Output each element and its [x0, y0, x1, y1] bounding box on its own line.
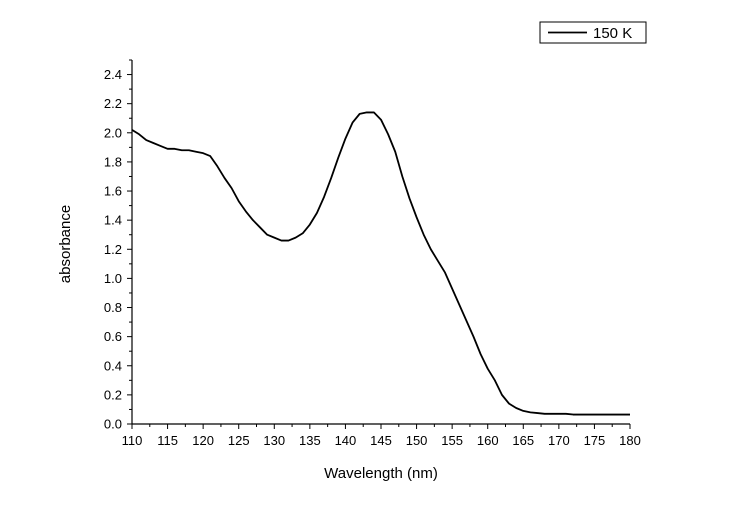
x-tick-label: 150 [406, 433, 428, 448]
x-tick-label: 160 [477, 433, 499, 448]
legend-label-150k: 150 K [593, 25, 632, 42]
x-tick-label: 155 [441, 433, 463, 448]
x-tick-label: 170 [548, 433, 570, 448]
y-tick-label: 1.0 [104, 271, 122, 286]
y-tick-label: 0.4 [104, 358, 122, 373]
y-tick-label: 1.4 [104, 213, 122, 228]
series-line-150k [131, 111, 630, 416]
x-tick-label: 165 [512, 433, 534, 448]
y-tick-label: 0.2 [104, 387, 122, 402]
x-tick-label: 175 [584, 433, 606, 448]
y-tick-label: 1.2 [104, 242, 122, 257]
x-tick-label: 120 [192, 433, 214, 448]
y-tick-label: 0.8 [104, 300, 122, 315]
y-tick-label: 0.0 [104, 417, 122, 432]
y-tick-label: 1.8 [104, 154, 122, 169]
legend-box [539, 21, 647, 44]
x-tick-label: 110 [122, 433, 143, 448]
x-axis-title: Wavelength (nm) [324, 465, 438, 482]
y-tick-label: 1.6 [104, 184, 122, 199]
axis-tick-labels: 110 115 120 125 130 135 140 145 150 155 160 165 170 1… [104, 67, 641, 448]
x-tick-label: 135 [299, 433, 321, 448]
legend: 150 K [539, 21, 647, 44]
x-tick-label: 125 [228, 433, 250, 448]
x-tick-label: 145 [370, 433, 392, 448]
y-tick-label: 2.2 [104, 96, 122, 111]
x-tick-label: 180 [619, 433, 641, 448]
series-group [131, 111, 630, 416]
x-tick-label: 115 [157, 433, 178, 448]
y-tick-label: 2.4 [104, 67, 122, 82]
x-tick-label: 140 [335, 433, 357, 448]
axis-ticks [127, 59, 631, 429]
y-axis-title: absorbance [57, 205, 74, 283]
y-tick-label: 2.0 [104, 125, 122, 140]
y-tick-label: 0.6 [104, 329, 122, 344]
x-tick-label: 130 [263, 433, 285, 448]
